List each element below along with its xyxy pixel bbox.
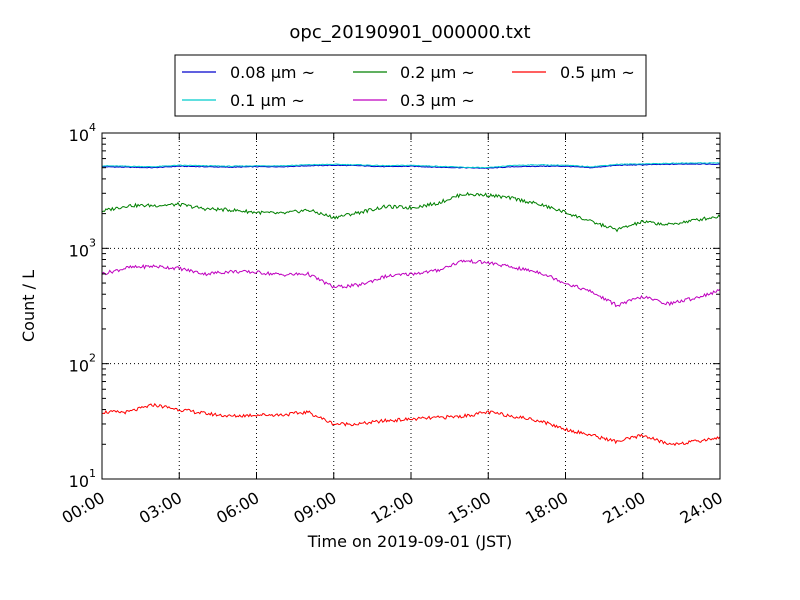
series-layer: [101, 162, 721, 447]
y-tick-label: 101: [69, 467, 96, 491]
chart-title: opc_20190901_000000.txt: [289, 22, 530, 43]
series-line-2: [101, 191, 721, 233]
series-line-0: [101, 163, 721, 169]
legend: 0.08 µm ~ 0.1 µm ~ 0.2 µm ~ 0.3 µm ~ 0.5 µm …: [174, 54, 647, 117]
y-tick-base: 10: [69, 472, 89, 491]
y-tick-exponent: 1: [89, 467, 96, 480]
y-tick-label: 102: [69, 352, 96, 376]
y-axis-label: Count / L: [19, 270, 38, 342]
legend-label-3: 0.3 µm ~: [400, 91, 475, 110]
y-tick-base: 10: [69, 357, 89, 376]
y-tick-base: 10: [69, 126, 89, 145]
y-tick-exponent: 3: [89, 236, 96, 249]
legend-label-1: 0.1 µm ~: [230, 91, 305, 110]
grid: [102, 133, 720, 479]
legend-label-0: 0.08 µm ~: [230, 63, 315, 82]
series-line-4: [101, 402, 721, 447]
series-line-3: [101, 258, 721, 308]
y-tick-label: 103: [69, 236, 96, 260]
y-tick-exponent: 2: [89, 352, 96, 365]
x-axis-label: Time on 2019-09-01 (JST): [307, 532, 512, 551]
y-tick-base: 10: [69, 241, 89, 260]
legend-label-2: 0.2 µm ~: [400, 63, 475, 82]
legend-box: [174, 54, 647, 117]
legend-label-4: 0.5 µm ~: [560, 63, 635, 82]
y-tick-exponent: 4: [89, 121, 96, 134]
series-line-1: [101, 162, 721, 169]
y-tick-label: 104: [69, 121, 96, 145]
